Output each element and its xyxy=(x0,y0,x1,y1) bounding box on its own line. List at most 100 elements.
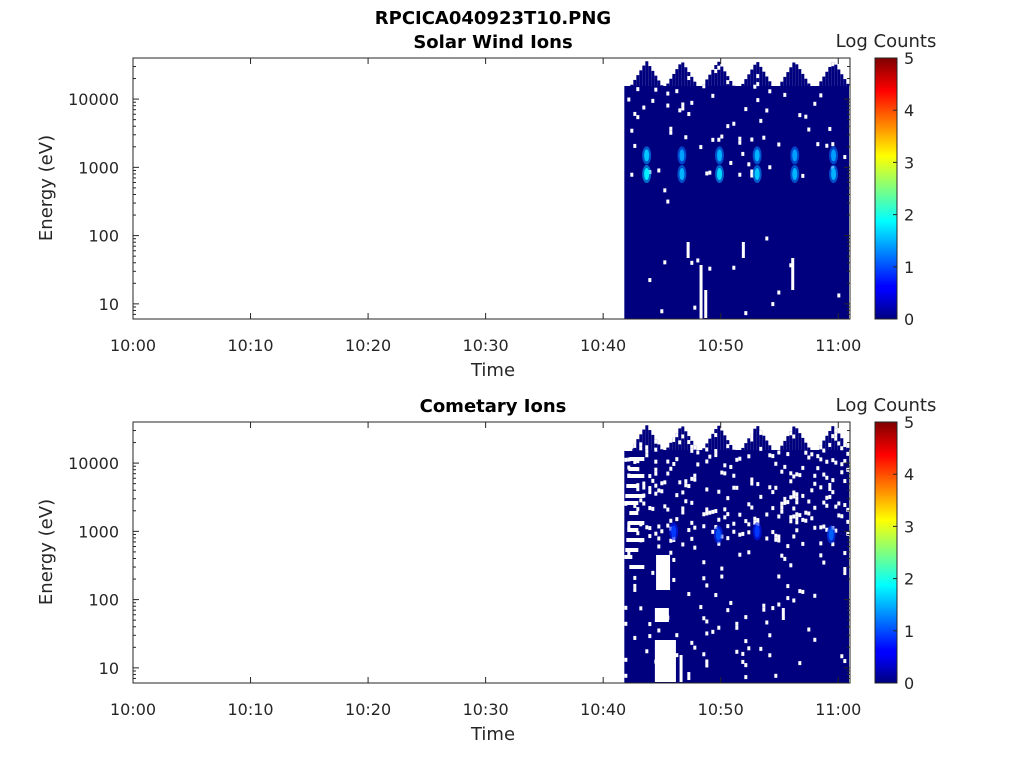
empty-cell xyxy=(714,453,718,458)
empty-cell xyxy=(831,458,835,463)
x-tick-label: 10:40 xyxy=(580,700,626,719)
empty-cell xyxy=(777,538,781,543)
empty-cell xyxy=(843,567,847,572)
empty-cell xyxy=(768,485,772,490)
empty-cell xyxy=(792,514,796,519)
empty-cell xyxy=(744,519,748,524)
empty-cell xyxy=(801,493,805,498)
empty-cell xyxy=(735,649,739,654)
empty-cell xyxy=(738,172,742,177)
empty-cell xyxy=(822,560,826,565)
empty-cell xyxy=(702,560,706,565)
data-gap xyxy=(624,501,639,505)
empty-cell xyxy=(642,485,646,490)
empty-cell xyxy=(693,477,697,482)
spectrogram-column xyxy=(741,447,745,450)
empty-cell xyxy=(690,100,694,105)
empty-cell xyxy=(690,500,694,505)
empty-cell xyxy=(675,517,679,522)
empty-cell xyxy=(669,550,673,555)
empty-cell xyxy=(795,528,799,533)
empty-cell xyxy=(750,173,754,178)
empty-cell xyxy=(774,461,778,466)
empty-cell xyxy=(768,653,772,658)
empty-cell xyxy=(783,464,787,469)
empty-cell xyxy=(738,512,742,517)
spectrogram-column xyxy=(768,445,772,450)
spectrogram-area xyxy=(624,61,850,320)
empty-cell xyxy=(819,553,823,558)
empty-cell xyxy=(750,505,754,510)
empty-cell xyxy=(693,645,697,650)
data-gap xyxy=(625,548,639,552)
empty-cell xyxy=(834,428,838,433)
empty-cell xyxy=(816,454,820,459)
empty-cell xyxy=(843,659,847,664)
empty-cell xyxy=(795,516,799,521)
empty-cell xyxy=(666,507,670,512)
empty-cell xyxy=(840,514,844,519)
empty-cell xyxy=(738,532,742,537)
hotspot xyxy=(644,149,650,162)
empty-cell xyxy=(663,188,667,193)
empty-cell xyxy=(702,512,706,517)
data-gap xyxy=(741,242,745,258)
empty-cell xyxy=(669,126,673,131)
empty-cell xyxy=(819,485,823,490)
empty-cell xyxy=(723,515,727,520)
empty-cell xyxy=(822,448,826,453)
spectrogram-column xyxy=(678,428,682,450)
empty-cell xyxy=(834,432,838,437)
empty-cell xyxy=(807,511,811,516)
empty-cell xyxy=(636,115,640,120)
spectrogram-column xyxy=(753,64,757,86)
empty-cell xyxy=(795,520,799,525)
empty-cell xyxy=(786,584,790,589)
empty-cell xyxy=(633,587,637,592)
spectrogram-column xyxy=(666,447,670,450)
empty-cell xyxy=(756,74,760,79)
y-tick-label: 10000 xyxy=(68,90,119,109)
colorbar-tick-label: 0 xyxy=(904,674,914,693)
x-axis-label: Time xyxy=(470,724,515,745)
empty-cell xyxy=(732,121,736,126)
spectrogram-column xyxy=(780,81,784,86)
colorbar-tick-label: 4 xyxy=(904,101,914,120)
data-gap xyxy=(624,447,633,451)
empty-cell xyxy=(759,646,763,651)
spectrogram-column xyxy=(759,430,763,450)
empty-cell xyxy=(630,172,634,177)
empty-cell xyxy=(684,499,688,504)
axis-ticks: 10:00 10:10 10:20 10:30 10:40 10:50 11:00 10 100… xyxy=(68,57,861,355)
cometary-panel: Cometary Ions 10:00 10:10 10:20 10:30 10:40 1… xyxy=(36,395,936,745)
empty-cell xyxy=(765,620,769,625)
colorbar-tick-label: 4 xyxy=(904,465,914,484)
empty-cell xyxy=(756,482,760,487)
spectrogram-column xyxy=(768,81,772,86)
empty-cell xyxy=(783,496,787,501)
empty-cell xyxy=(729,160,733,165)
empty-cell xyxy=(675,653,679,658)
empty-cell xyxy=(648,474,652,479)
empty-cell xyxy=(759,494,763,499)
empty-cell xyxy=(741,659,745,664)
empty-cell xyxy=(705,487,709,492)
y-axis-label: Energy (eV) xyxy=(36,499,57,605)
empty-cell xyxy=(834,460,838,465)
empty-cell xyxy=(789,431,793,436)
y-tick-label: 10000 xyxy=(68,454,119,473)
spectrogram-column xyxy=(720,430,724,450)
empty-cell xyxy=(738,140,742,145)
hotspot xyxy=(754,525,760,538)
empty-cell xyxy=(681,490,685,495)
colorbar-tick-label: 3 xyxy=(904,153,914,172)
empty-cell xyxy=(720,134,724,139)
spectrogram-column xyxy=(843,79,847,86)
spectrogram-column xyxy=(678,64,682,86)
empty-cell xyxy=(813,481,817,486)
data-gap xyxy=(624,555,633,559)
empty-cell xyxy=(717,137,721,142)
empty-cell xyxy=(765,236,769,241)
data-gap xyxy=(628,467,639,471)
empty-cell xyxy=(717,65,721,70)
